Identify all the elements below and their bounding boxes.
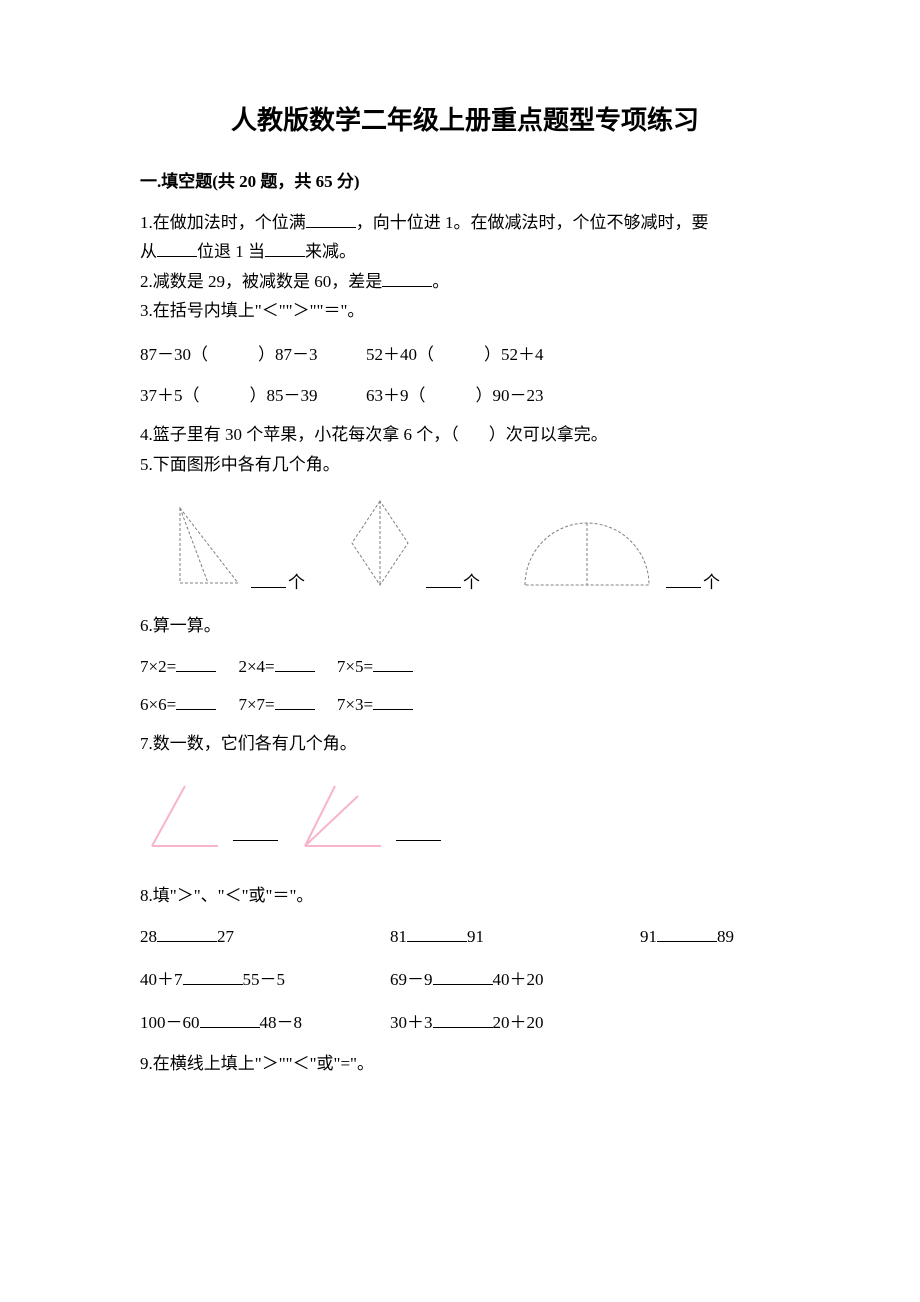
blank[interactable]	[233, 825, 278, 841]
expr: 37＋5（	[140, 381, 200, 406]
question-9: 9.在横线上填上"＞""＜"或"="。	[140, 1051, 790, 1077]
q1-text-1: 1.在做加法时，个位满	[140, 213, 306, 232]
expr: 87－30（	[140, 340, 208, 365]
q1-text-3: 从	[140, 242, 157, 261]
expr: 7×7=	[238, 695, 274, 714]
angle-single-icon	[140, 778, 225, 853]
q4-text-1: 4.篮子里有 30 个苹果，小花每次拿 6 个，（	[140, 425, 459, 444]
q6-row1: 7×2= 2×4= 7×5=	[140, 655, 790, 677]
blank[interactable]	[275, 693, 315, 710]
question-4: 4.篮子里有 30 个苹果，小花每次拿 6 个，（ ）次可以拿完。	[140, 422, 790, 448]
q8-row: 28 27 81 91 91 89	[140, 925, 790, 947]
expr: 6×6=	[140, 695, 176, 714]
val: 69－9	[390, 970, 433, 989]
angle-triple-icon	[293, 778, 388, 853]
expr: ）87－3	[258, 340, 318, 365]
figure-diamond: 个	[340, 493, 480, 593]
expr: ）90－23	[476, 381, 544, 406]
question-7: 7.数一数，它们各有几个角。	[140, 731, 790, 757]
blank[interactable]	[200, 1011, 260, 1028]
q7-figures	[140, 778, 790, 853]
q2-text-2: 。	[432, 272, 449, 291]
val: 48－8	[260, 1013, 303, 1032]
expr: 7×2=	[140, 657, 176, 676]
expr: 7×3=	[337, 695, 373, 714]
unit-label: 个	[463, 568, 480, 593]
diamond-shape-icon	[340, 493, 420, 593]
val: 89	[717, 927, 734, 946]
question-1-line2: 从 位退 1 当 来减。	[140, 239, 790, 265]
unit-label: 个	[288, 568, 305, 593]
q3-row1: 87－30（ ）87－3 52＋40（ ）52＋4	[140, 340, 790, 365]
val: 40＋20	[493, 970, 544, 989]
q6-row2: 6×6= 7×7= 7×3=	[140, 693, 790, 715]
blank[interactable]	[396, 825, 441, 841]
question-5: 5.下面图形中各有几个角。	[140, 452, 790, 478]
triangle-shape-icon	[150, 498, 245, 593]
q5-figures: 个 个 个	[150, 493, 790, 593]
section-header: 一.填空题(共 20 题，共 65 分)	[140, 167, 790, 192]
expr: 52＋40（	[366, 340, 434, 365]
question-6: 6.算一算。	[140, 613, 790, 639]
blank[interactable]	[157, 240, 197, 257]
q8-row: 40＋7 55－5 69－9 40＋20	[140, 965, 790, 990]
val: 28	[140, 927, 157, 946]
val: 81	[390, 927, 407, 946]
blank[interactable]	[657, 925, 717, 942]
blank[interactable]	[382, 270, 432, 287]
blank[interactable]	[666, 571, 701, 588]
q1-text-4: 位退 1 当	[197, 242, 265, 261]
blank[interactable]	[275, 655, 315, 672]
val: 30＋3	[390, 1013, 433, 1032]
question-3: 3.在括号内填上"＜""＞""＝"。	[140, 298, 790, 324]
val: 91	[640, 927, 657, 946]
val: 27	[217, 927, 234, 946]
blank[interactable]	[407, 925, 467, 942]
blank[interactable]	[373, 693, 413, 710]
question-2: 2.减数是 29，被减数是 60，差是 。	[140, 269, 790, 295]
blank[interactable]	[433, 1011, 493, 1028]
blank[interactable]	[157, 925, 217, 942]
val: 20＋20	[493, 1013, 544, 1032]
blank[interactable]	[306, 211, 356, 228]
question-8: 8.填"＞"、"＜"或"＝"。	[140, 883, 790, 909]
blank[interactable]	[373, 655, 413, 672]
blank[interactable]	[183, 968, 243, 985]
figure-semicircle: 个	[515, 513, 720, 593]
blank[interactable]	[265, 240, 305, 257]
expr: 63＋9（	[366, 381, 426, 406]
blank[interactable]	[426, 571, 461, 588]
question-1: 1.在做加法时，个位满 ，向十位进 1。在做减法时，个位不够减时，要	[140, 210, 790, 236]
val: 40＋7	[140, 970, 183, 989]
expr: ）52＋4	[484, 340, 544, 365]
figure-triangle: 个	[150, 498, 305, 593]
unit-label: 个	[703, 568, 720, 593]
q3-row2: 37＋5（ ）85－39 63＋9（ ）90－23	[140, 381, 790, 406]
page-title: 人教版数学二年级上册重点题型专项练习	[140, 100, 790, 137]
q8-row: 100－60 48－8 30＋3 20＋20	[140, 1008, 790, 1033]
expr: ）85－39	[250, 381, 318, 406]
val: 91	[467, 927, 484, 946]
blank[interactable]	[176, 693, 216, 710]
expr: 7×5=	[337, 657, 373, 676]
q2-text-1: 2.减数是 29，被减数是 60，差是	[140, 272, 382, 291]
q1-text-5: 来减。	[305, 242, 356, 261]
semicircle-shape-icon	[515, 513, 660, 593]
expr: 2×4=	[238, 657, 274, 676]
val: 55－5	[243, 970, 286, 989]
q4-text-2: ）次可以拿完。	[489, 425, 608, 444]
blank[interactable]	[176, 655, 216, 672]
val: 100－60	[140, 1013, 200, 1032]
blank[interactable]	[251, 571, 286, 588]
blank[interactable]	[433, 968, 493, 985]
q1-text-2: ，向十位进 1。在做减法时，个位不够减时，要	[356, 213, 709, 232]
q8-grid: 28 27 81 91 91 89 40＋7 55－5 69－9 40＋20 100－60…	[140, 925, 790, 1033]
